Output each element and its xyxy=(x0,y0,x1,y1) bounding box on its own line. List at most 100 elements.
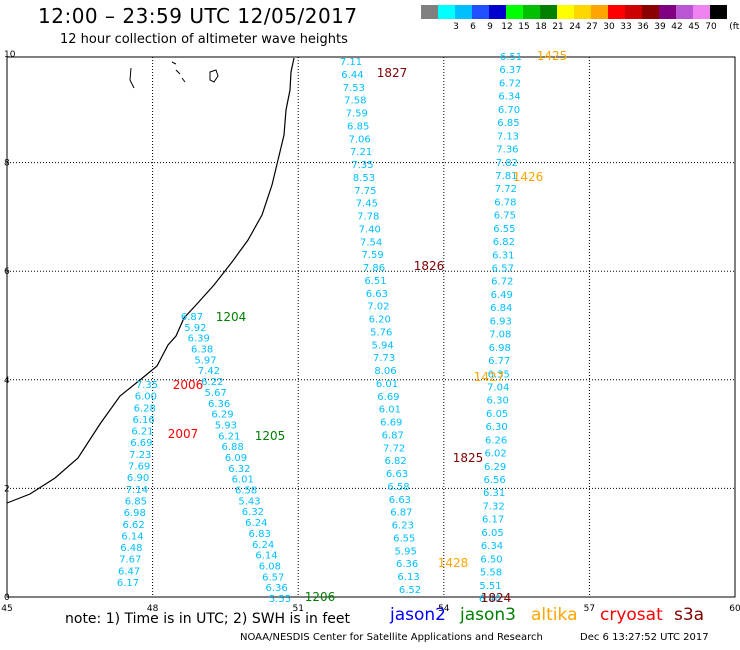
swh-value: 6.62 xyxy=(122,520,144,531)
legend-jason3: jason3 xyxy=(460,605,516,625)
legend-cryosat: cryosat xyxy=(600,605,663,625)
y-tick-label: 8 xyxy=(4,159,10,169)
x-tick-label: 45 xyxy=(1,604,12,614)
swh-value: 6.56 xyxy=(483,475,505,486)
swh-value: 7.04 xyxy=(487,382,509,393)
swh-value: 6.85 xyxy=(125,496,147,507)
swh-value: 7.73 xyxy=(373,353,395,364)
swh-value: 6.63 xyxy=(386,469,408,480)
swh-value: 6.48 xyxy=(120,543,142,554)
swh-value: 6.40 xyxy=(479,594,501,605)
island-outline xyxy=(209,69,219,83)
swh-value: 5.76 xyxy=(370,327,392,338)
swh-value: 6.30 xyxy=(486,422,508,433)
legend-tick-label: 24 xyxy=(569,22,581,32)
legend-swatch xyxy=(574,5,591,19)
swh-value: 6.87 xyxy=(382,430,404,441)
timestamp-line: Dec 6 13:27:52 UTC 2017 xyxy=(580,632,709,643)
swh-value: 6.24 xyxy=(245,518,267,529)
swh-value: 6.52 xyxy=(399,585,421,596)
swh-value: 6.01 xyxy=(232,475,254,486)
swh-value: 7.58 xyxy=(344,96,366,107)
swh-value: 6.72 xyxy=(491,277,513,288)
swh-value: 7.35 xyxy=(351,160,373,171)
legend-jason2: jason2 xyxy=(390,605,446,625)
legend-swatch xyxy=(455,5,472,19)
swh-value: 5.94 xyxy=(372,340,394,351)
swh-value: 6.51 xyxy=(500,52,522,63)
swh-value: 6.88 xyxy=(221,442,243,453)
swh-value: 6.90 xyxy=(127,473,149,484)
island-outline xyxy=(171,61,186,83)
swh-value: 6.77 xyxy=(488,356,510,367)
swh-value: 7.45 xyxy=(356,199,378,210)
swh-value: 6.38 xyxy=(191,345,213,356)
swh-value: 7.69 xyxy=(128,462,150,473)
legend-tick-label: 15 xyxy=(518,22,530,32)
swh-value: 6.51 xyxy=(364,276,386,287)
track-pass-label: 1825 xyxy=(453,451,484,465)
swh-value: 5.92 xyxy=(184,323,206,334)
swh-value: 6.31 xyxy=(483,488,505,499)
x-tick-label: 57 xyxy=(584,604,595,614)
swh-value: 6.82 xyxy=(384,456,406,467)
swh-value: 6.21 xyxy=(131,427,153,438)
swh-value: 6.01 xyxy=(379,405,401,416)
legend-swatch xyxy=(523,5,540,19)
swh-value: 6.70 xyxy=(498,105,520,116)
legend-swatch xyxy=(438,5,455,19)
legend-swatch xyxy=(472,5,489,19)
swh-value: 6.21 xyxy=(218,431,240,442)
swh-value: 5.67 xyxy=(205,388,227,399)
swh-value: 6.29 xyxy=(484,462,506,473)
legend-tick-label: 30 xyxy=(603,22,615,32)
swh-value: 5.51 xyxy=(479,581,501,592)
swh-value: 6.34 xyxy=(481,541,503,552)
legend-tick-label: 36 xyxy=(637,22,649,32)
track-pass-label: 1824 xyxy=(481,591,512,605)
legend-swatch xyxy=(676,5,693,19)
swh-value: 7.53 xyxy=(343,83,365,94)
legend-swatch xyxy=(693,5,710,19)
swh-value: 7.78 xyxy=(357,212,379,223)
swh-value: 6.17 xyxy=(482,515,504,526)
swh-value: 5.97 xyxy=(194,355,216,366)
swh-value: 6.78 xyxy=(494,197,516,208)
legend-swatch xyxy=(625,5,642,19)
swh-value: 6.17 xyxy=(117,578,139,589)
legend-tick-label: 42 xyxy=(671,22,683,32)
swh-value: 6.55 xyxy=(393,533,415,544)
swh-value: 6.44 xyxy=(341,70,363,81)
swh-value: 7.42 xyxy=(198,366,220,377)
legend-tick-label: 27 xyxy=(586,22,598,32)
x-tick-label: 51 xyxy=(292,604,303,614)
swh-value: 7.59 xyxy=(346,109,368,120)
track-pass-label: 1428 xyxy=(438,556,469,570)
legend-swatch xyxy=(642,5,659,19)
legend-altika: altika xyxy=(531,605,578,625)
swh-value: 5.55 xyxy=(269,594,291,605)
track-pass-label: 1206 xyxy=(305,590,336,604)
x-tick-label: 60 xyxy=(729,604,740,614)
track-pass-label: 1426 xyxy=(513,170,544,184)
swh-value: 6.83 xyxy=(249,529,271,540)
legend-tick-label: 70 xyxy=(705,22,717,32)
swh-value: 6.14 xyxy=(121,531,143,542)
y-tick-label: 4 xyxy=(4,376,10,386)
legend-swatch xyxy=(710,5,727,19)
swh-value: 6.37 xyxy=(499,65,521,76)
swh-value: 5.43 xyxy=(238,496,260,507)
swh-value: 6.29 xyxy=(211,410,233,421)
swh-value: 6.87 xyxy=(181,312,203,323)
swh-value: 6.36 xyxy=(396,559,418,570)
swh-value: 6.02 xyxy=(485,449,507,460)
legend-tick-label: 21 xyxy=(552,22,564,32)
swh-value: 7.36 xyxy=(496,145,518,156)
swh-value: 6.09 xyxy=(225,453,247,464)
legend-swatch xyxy=(608,5,625,19)
swh-value: 7.32 xyxy=(482,501,504,512)
swh-value: 8.06 xyxy=(374,366,396,377)
island-outline xyxy=(129,67,135,89)
legend-tick-label: 3 xyxy=(453,22,459,32)
